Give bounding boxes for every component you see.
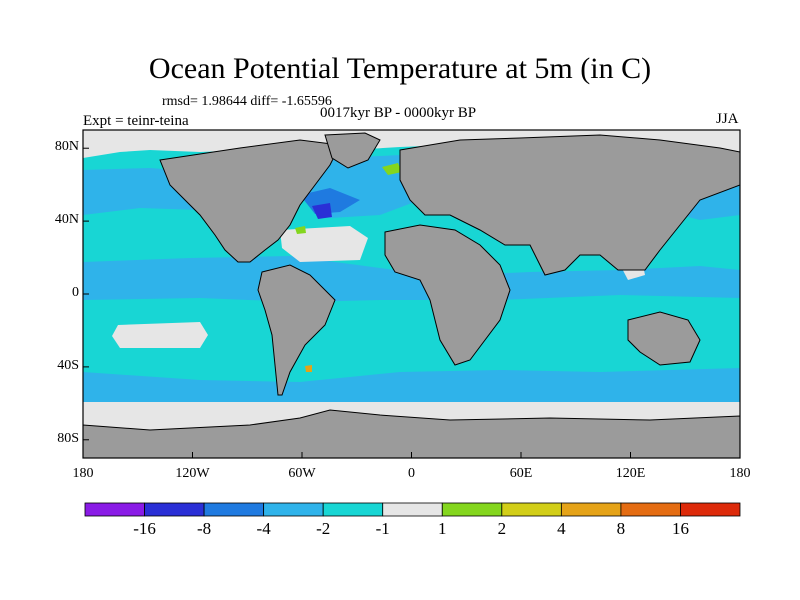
experiment-label: Expt = teinr-teina [83,113,189,129]
colorbar-swatch [501,502,562,517]
stats-label: rmsd= 1.98644 diff= -1.65596 [162,94,332,109]
colorbar-label: -8 [196,519,212,538]
colorbar-label: 4 [557,519,566,538]
colorbar-swatch [620,502,681,517]
period-label: 0017kyr BP - 0000kyr BP [320,105,477,121]
x-tick-label: 180 [72,466,94,481]
colorbar-swatch [441,502,503,517]
colorbar-label: 8 [616,519,626,538]
y-tick-label: 80N [54,139,79,155]
southern-ocean-cool [83,368,740,402]
colorbar-label: -1 [375,519,390,538]
tick-marks [82,147,741,458]
strong-cool-core [312,203,332,219]
x-tick-label: 60W [288,466,316,481]
y-tick-label: 40N [54,212,79,228]
colorbar-swatch [263,502,324,517]
south-america [257,264,336,396]
season-label: JJA [716,111,739,127]
y-tick-label: 0 [72,285,79,300]
colorbar [84,502,741,517]
x-tick-label: 120W [175,466,210,481]
x-tick-label: 180 [729,466,751,481]
colorbar-swatch [84,502,145,517]
colorbar-swatch [322,502,384,517]
colorbar-label: 2 [497,519,507,538]
subtropical-atlantic-neutral [280,226,368,262]
colorbar-label: -16 [133,519,156,538]
colorbar-label: -4 [256,519,271,538]
x-tick-label: 60E [509,466,533,481]
chart-title: Ocean Potential Temperature at 5m (in C) [148,52,652,85]
y-tick-label: 80S [57,430,79,446]
warm-patch-atlantic [295,226,306,234]
colorbar-swatch [560,502,622,517]
colorbar-swatch [382,502,443,517]
warm-patch-greenland [382,163,402,175]
x-tick-label: 120E [615,466,646,481]
warm-patch-south-atlantic [305,365,312,372]
antarctica [83,409,740,458]
colorbar-label: 1 [438,519,447,538]
y-tick-label: 40S [57,357,79,373]
africa [384,224,511,366]
australia [627,311,701,366]
southeast-pacific-neutral [112,322,208,348]
colorbar-label: 16 [671,519,689,538]
eurasia [399,134,740,276]
colorbar-label: -2 [316,519,331,538]
colorbar-swatch [203,502,265,517]
greenland [324,132,381,169]
colorbar-swatch [680,502,741,517]
colorbar-swatch [144,502,205,517]
tropical-cool-band [83,256,740,302]
x-tick-label: 0 [408,466,415,481]
